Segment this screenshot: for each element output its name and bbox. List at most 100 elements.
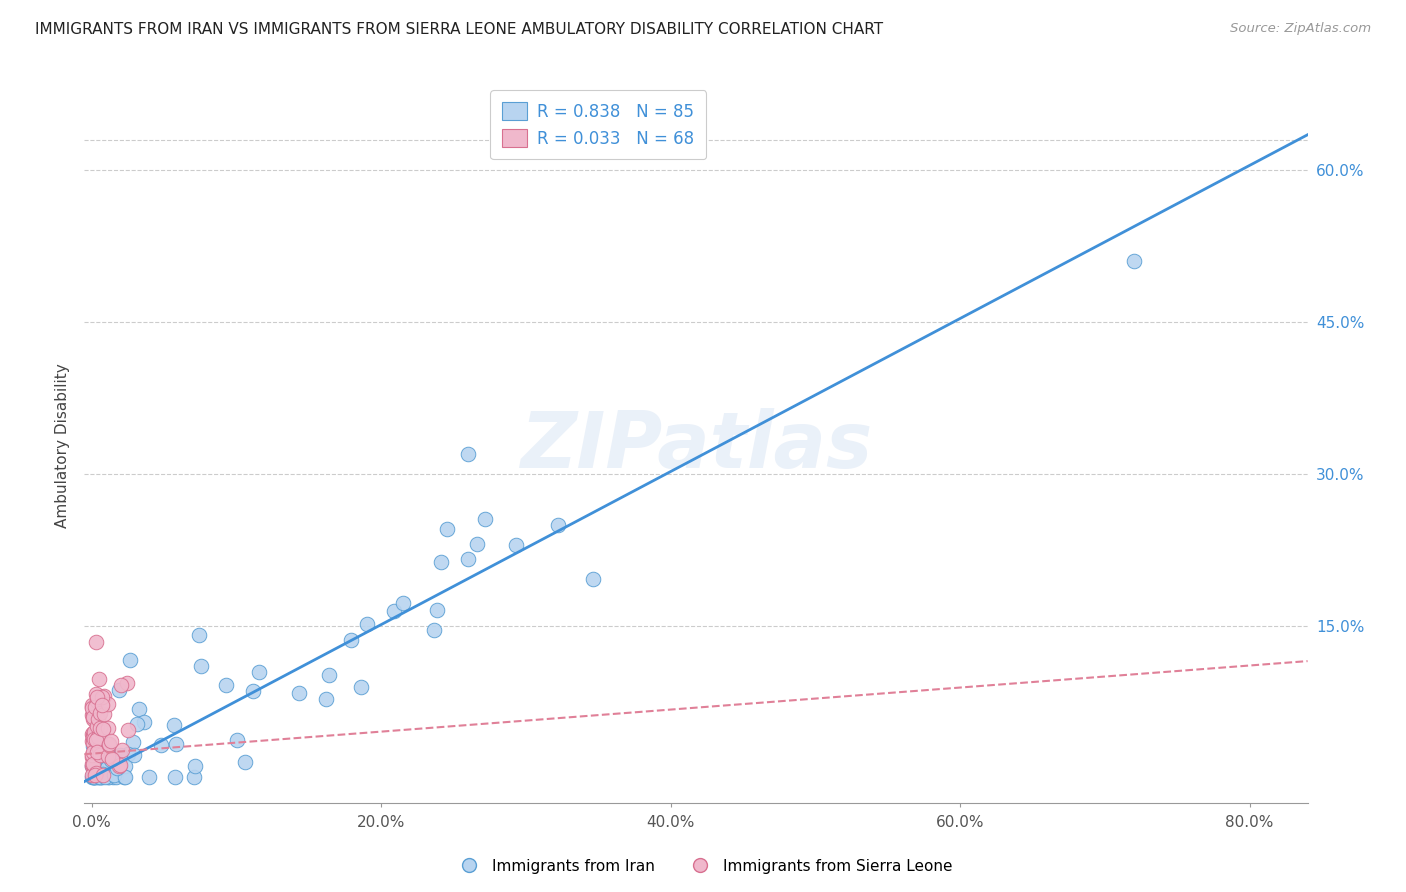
Point (382, 604, 405, 618)
Point (96, 745, 118, 759)
Point (104, 771, 127, 785)
Point (82, 757, 104, 772)
Point (86, 693, 108, 707)
Point (83, 771, 105, 785)
Point (108, 759, 131, 773)
Point (82, 712, 104, 726)
Point (226, 733, 249, 747)
Point (84, 733, 107, 747)
Point (318, 667, 340, 681)
Point (83, 764, 105, 778)
Point (89, 706, 111, 720)
Point (124, 748, 146, 763)
Point (83, 769, 105, 783)
Point (97, 738, 120, 752)
Point (80, 771, 103, 785)
Point (82, 698, 104, 713)
Point (83, 768, 105, 782)
Point (97, 737, 120, 751)
Point (165, 771, 187, 785)
Point (83, 728, 105, 742)
Point (89, 730, 111, 744)
Text: IMMIGRANTS FROM IRAN VS IMMIGRANTS FROM SIERRA LEONE AMBULATORY DISABILITY CORRE: IMMIGRANTS FROM IRAN VS IMMIGRANTS FROM … (35, 22, 883, 37)
Point (82, 771, 104, 785)
Point (93, 706, 115, 721)
Point (80, 700, 103, 714)
Point (128, 702, 150, 716)
Point (101, 771, 124, 785)
Point (82, 725, 104, 739)
Point (190, 658, 212, 673)
Point (426, 603, 449, 617)
Point (83, 733, 105, 747)
Point (83, 768, 105, 782)
Point (582, 572, 605, 586)
Point (89, 771, 111, 785)
Point (215, 678, 238, 692)
Point (82, 771, 104, 785)
Point (83, 734, 105, 748)
Point (83, 771, 105, 785)
Point (114, 771, 136, 785)
Point (91, 767, 114, 781)
Point (108, 757, 131, 772)
Point (83, 771, 105, 785)
Point (84, 769, 107, 783)
Point (82, 768, 104, 782)
Point (86, 719, 108, 733)
Point (423, 624, 446, 638)
Point (117, 747, 139, 762)
Point (80, 708, 103, 723)
Point (97, 771, 120, 785)
Point (87, 730, 110, 744)
Legend: Immigrants from Iran, Immigrants from Sierra Leone: Immigrants from Iran, Immigrants from Si… (447, 853, 959, 880)
Point (288, 686, 311, 700)
Point (82, 732, 104, 747)
Point (83, 711, 105, 725)
Point (93, 689, 115, 703)
Point (82, 745, 104, 759)
Point (430, 555, 453, 569)
Y-axis label: Ambulatory Disability: Ambulatory Disability (55, 364, 70, 528)
Point (84, 635, 107, 649)
Point (84, 756, 107, 771)
Point (97, 698, 120, 712)
Point (350, 681, 373, 695)
Point (82, 710, 104, 724)
Point (392, 596, 415, 610)
Point (80, 758, 103, 772)
Point (315, 692, 337, 706)
Point (90, 771, 112, 785)
Point (108, 682, 131, 697)
Point (87, 712, 110, 726)
Point (465, 537, 488, 551)
Point (82, 731, 104, 745)
Point (84, 771, 107, 785)
Point (83, 735, 105, 749)
Point (112, 771, 135, 785)
Point (100, 752, 122, 766)
Point (86, 745, 108, 759)
Point (97, 771, 120, 785)
Point (339, 633, 361, 648)
Point (103, 768, 125, 782)
Point (100, 753, 122, 767)
Point (90, 690, 112, 704)
Point (183, 759, 205, 773)
Point (132, 715, 155, 730)
Point (84, 765, 107, 780)
Point (80, 759, 103, 773)
Point (91, 768, 114, 782)
Point (474, 511, 496, 525)
Point (247, 665, 270, 680)
Point (96, 761, 118, 775)
Point (100, 734, 122, 748)
Point (101, 750, 124, 764)
Point (83, 725, 105, 739)
Point (457, 552, 479, 566)
Point (87, 740, 110, 755)
Point (120, 653, 142, 667)
Point (83, 732, 105, 747)
Point (108, 747, 131, 762)
Point (86, 690, 108, 704)
